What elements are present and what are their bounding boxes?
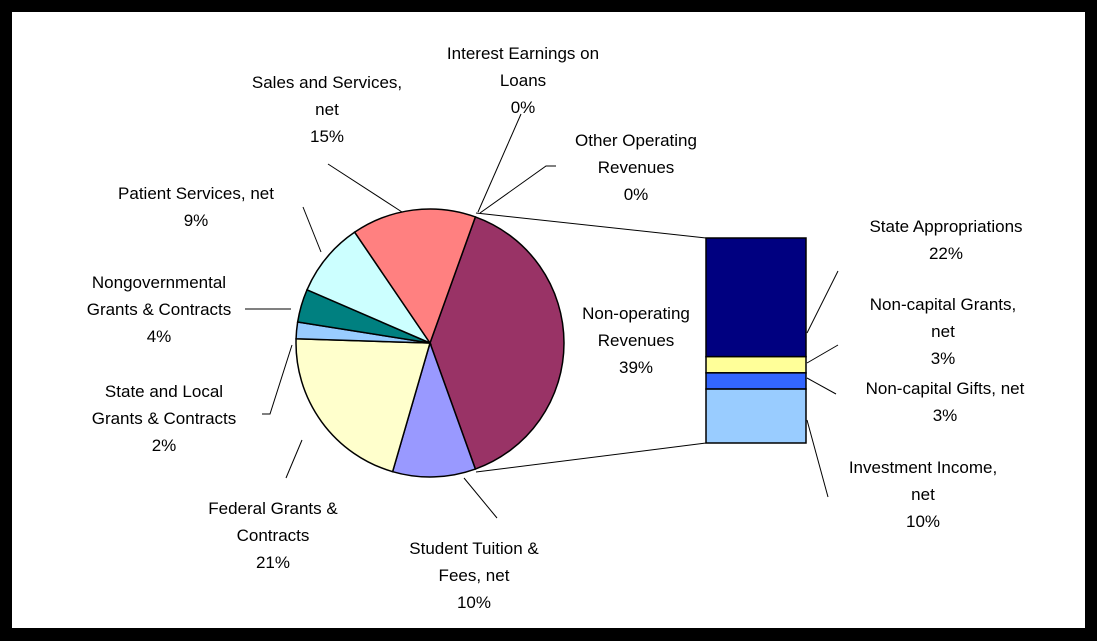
leader-line	[463, 477, 498, 519]
category-label: Non-capital Gifts, net	[865, 379, 1025, 398]
data-label: State Appropriations 22%	[869, 213, 1022, 267]
data-label: Student Tuition & Fees, net 10%	[409, 535, 538, 616]
percent-label: 10%	[456, 593, 492, 612]
percent-label: 22%	[928, 244, 964, 263]
category-label: Non-capital Grants, net	[869, 295, 1017, 341]
leader-line	[806, 377, 837, 395]
percent-label: 0%	[623, 185, 649, 204]
data-label: Sales and Services, net 15%	[252, 69, 402, 150]
data-label: Federal Grants & Contracts 21%	[208, 495, 337, 576]
percent-label: 2%	[151, 436, 177, 455]
leader-line	[477, 113, 522, 213]
percent-label: 3%	[932, 406, 958, 425]
leader-line	[285, 439, 303, 479]
data-label: Nongovernmental Grants & Contracts 4%	[87, 269, 232, 350]
category-label: Non-operating Revenues	[582, 304, 690, 350]
leader-line	[806, 270, 839, 334]
data-label: Non-capital Grants, net 3%	[870, 291, 1016, 372]
bar-segment	[705, 355, 807, 374]
percent-label: 3%	[930, 349, 956, 368]
data-label: Patient Services, net 9%	[118, 180, 274, 234]
data-label: Interest Earnings on Loans 0%	[447, 40, 599, 121]
leader-line	[475, 442, 707, 473]
category-label: Patient Services, net	[118, 184, 274, 203]
percent-label: 21%	[255, 553, 291, 572]
leader-line	[479, 165, 556, 214]
pie-slice	[429, 215, 565, 471]
category-label: Other Operating Revenues	[575, 131, 697, 177]
leader-line	[806, 344, 839, 364]
data-label: Non-operating Revenues 39%	[582, 300, 690, 381]
category-label: State Appropriations	[869, 217, 1023, 236]
category-label: State and Local Grants & Contracts	[91, 382, 237, 428]
bar-segment	[705, 388, 807, 444]
bar-segment	[705, 372, 807, 390]
percent-label: 0%	[510, 98, 536, 117]
data-label: State and Local Grants & Contracts 2%	[92, 378, 237, 459]
category-label: Investment Income, net	[848, 458, 998, 504]
category-label: Interest Earnings on Loans	[446, 44, 600, 90]
pie-slice	[353, 208, 477, 345]
percent-label: 39%	[618, 358, 654, 377]
leader-line	[806, 419, 829, 498]
leader-line	[327, 163, 403, 213]
pie-slice	[391, 340, 477, 478]
category-label: Nongovernmental Grants & Contracts	[86, 273, 232, 319]
percent-label: 4%	[146, 327, 172, 346]
data-label: Investment Income, net 10%	[849, 454, 997, 535]
leader-line	[475, 212, 707, 239]
leader-line	[262, 344, 293, 415]
pie-slice	[295, 338, 431, 473]
bar-segment	[705, 237, 807, 358]
category-label: Federal Grants & Contracts	[208, 499, 338, 545]
leader-line	[302, 206, 322, 253]
category-label: Student Tuition & Fees, net	[409, 539, 539, 585]
data-label: Other Operating Revenues 0%	[575, 127, 697, 208]
data-label: Non-capital Gifts, net 3%	[866, 375, 1025, 429]
percent-label: 10%	[905, 512, 941, 531]
category-label: Sales and Services, net	[251, 73, 403, 119]
percent-label: 15%	[309, 127, 345, 146]
percent-label: 9%	[183, 211, 209, 230]
